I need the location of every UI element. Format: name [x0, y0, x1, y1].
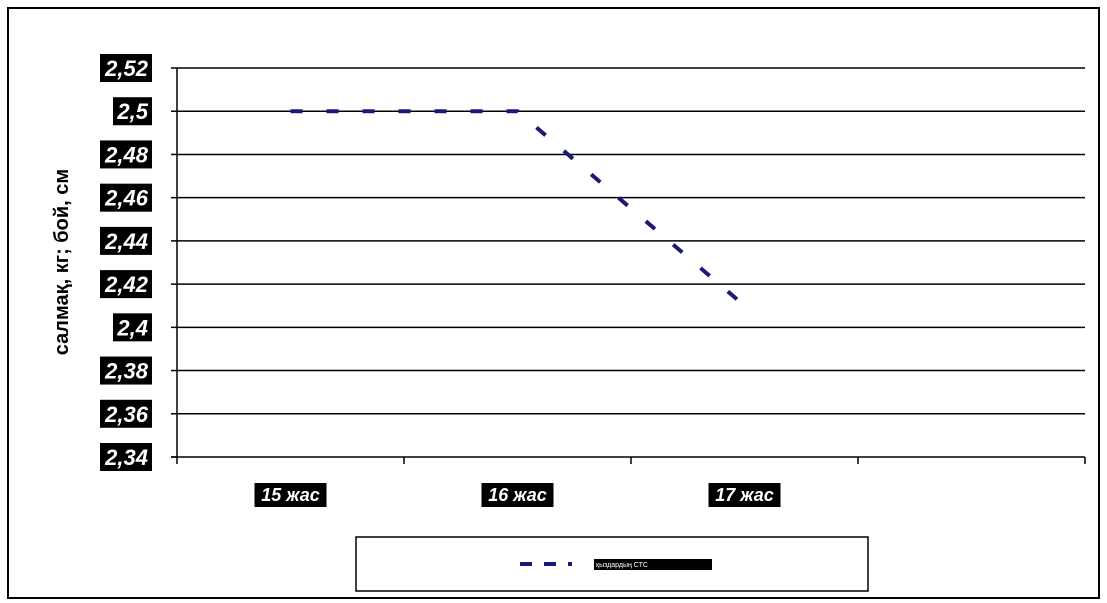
x-tick-label: 17 жас — [715, 485, 774, 505]
chart-frame — [7, 7, 1100, 599]
axes — [171, 67, 1086, 464]
y-tick-label: 2,4 — [116, 315, 148, 340]
x-tick-label-box — [708, 483, 781, 507]
y-tick-label: 2,38 — [104, 359, 149, 384]
legend-label: қыздардың СТС — [596, 562, 648, 569]
y-tick-label: 2,42 — [104, 272, 149, 297]
gridlines — [177, 67, 1085, 415]
y-tick-label: 2,44 — [104, 229, 148, 254]
legend-label-box — [594, 559, 712, 570]
y-tick-label-box — [100, 226, 152, 255]
x-tick-label: 15 жас — [261, 485, 320, 505]
y-tick-label-box — [113, 313, 152, 342]
y-tick-label-box — [100, 140, 152, 169]
x-tick-label-box — [481, 483, 554, 507]
y-tick-label-box — [100, 183, 152, 212]
x-tick-label-box — [254, 483, 327, 507]
y-tick-labels: 2,52 2,5 2,48 2,46 2,44 2,42 2,4 2,38 2,36 2,34 — [100, 54, 152, 471]
y-tick-label-box — [100, 54, 152, 82]
y-tick-label: 2,36 — [104, 402, 149, 427]
y-tick-label: 2,48 — [104, 142, 149, 167]
y-tick-label-box — [100, 270, 152, 299]
y-tick-label: 2,52 — [104, 56, 149, 81]
legend: қыздардың СТС — [355, 536, 869, 592]
y-tick-label-box — [100, 443, 152, 471]
series-line — [290, 109, 746, 308]
x-tick-labels: 15 жас 16 жас 17 жас — [254, 483, 781, 507]
x-tick-label: 16 жас — [488, 485, 547, 505]
y-tick-label: 2,46 — [104, 186, 149, 211]
y-tick-label-box — [113, 97, 152, 126]
y-tick-label: 2,5 — [116, 99, 148, 124]
y-tick-label-box — [100, 356, 152, 385]
y-tick-label: 2,34 — [104, 445, 148, 470]
y-axis-label: салмақ, кг; бой, см — [51, 169, 73, 355]
series-lines — [290, 109, 746, 308]
y-tick-label-box — [100, 399, 152, 428]
